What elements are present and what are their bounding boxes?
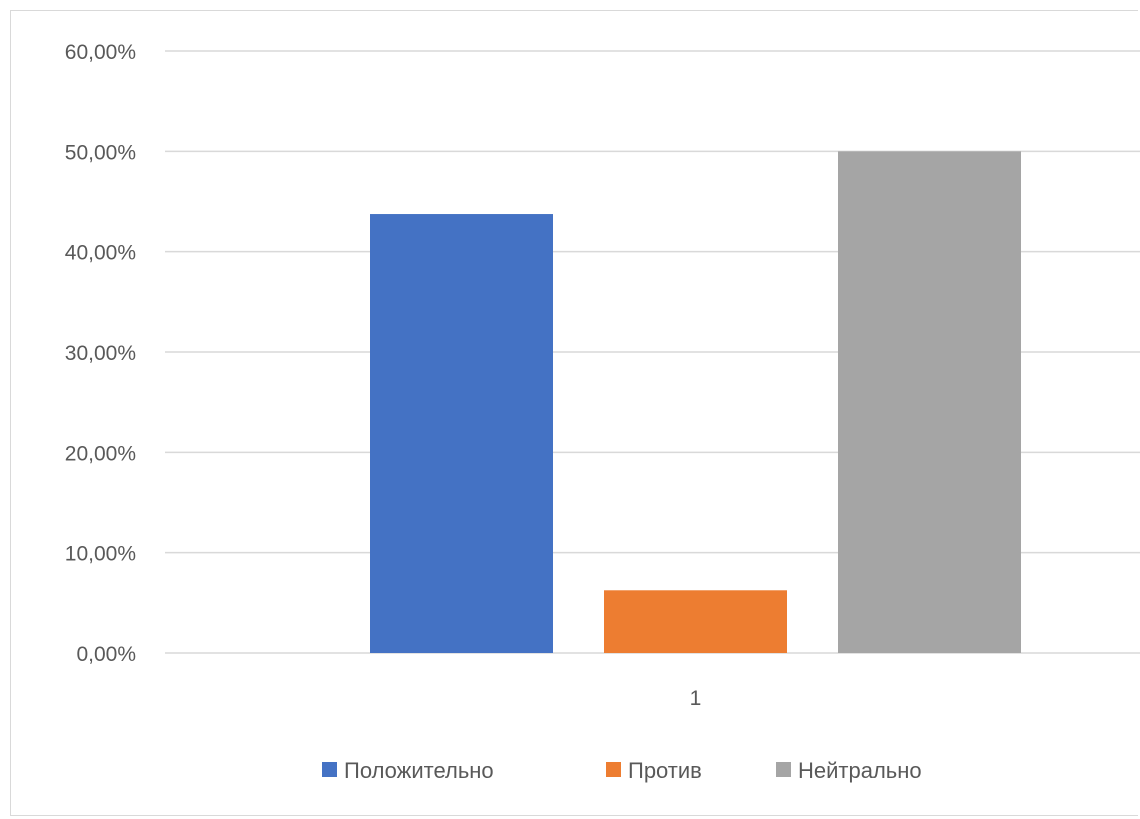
legend-swatch-3 xyxy=(776,762,791,777)
legend-label-2: Против xyxy=(628,758,702,783)
legend-label-3: Нейтрально xyxy=(798,758,922,783)
y-tick-label: 50,00% xyxy=(65,141,136,164)
legend-label-1: Положительно xyxy=(344,758,494,783)
legend-swatch-2 xyxy=(606,762,621,777)
bar-3 xyxy=(838,151,1021,654)
bar-1 xyxy=(370,214,553,653)
x-axis-tick-labels: 1 xyxy=(690,687,702,710)
y-tick-label: 30,00% xyxy=(65,342,136,365)
y-tick-label: 40,00% xyxy=(65,242,136,265)
legend: Положительно Против Нейтрально xyxy=(322,758,922,783)
bars xyxy=(370,151,1021,654)
y-tick-label: 0,00% xyxy=(76,643,136,666)
y-tick-label: 10,00% xyxy=(65,543,136,566)
y-axis-tick-labels: 0,00% 10,00% 20,00% 30,00% 40,00% 50,00% 60,00… xyxy=(65,41,136,666)
legend-swatch-1 xyxy=(322,762,337,777)
x-tick-label: 1 xyxy=(690,687,702,710)
y-tick-label: 60,00% xyxy=(65,41,136,64)
bar-2 xyxy=(604,590,787,653)
y-tick-label: 20,00% xyxy=(65,442,136,465)
